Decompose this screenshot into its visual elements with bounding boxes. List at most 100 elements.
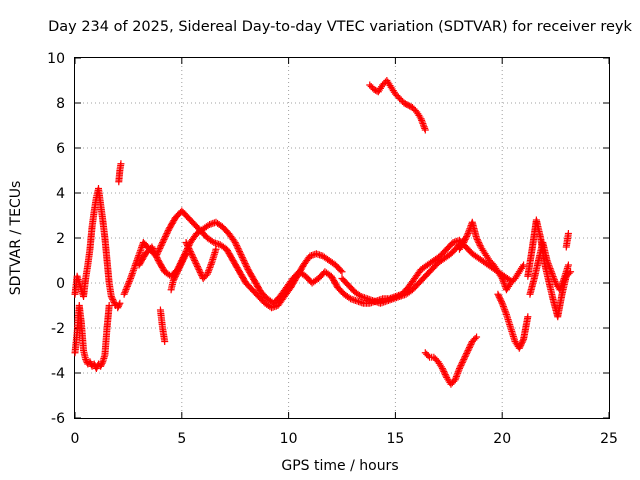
data-point-mid-a [162,231,170,239]
data-point-late-rise [465,228,473,236]
data-point-late-rise [464,230,472,237]
data-point-late-rise [461,236,469,243]
data-point-mid-a [208,237,216,245]
data-point-end-up [544,260,552,268]
plot-frame [74,57,610,419]
data-point-mid-a [124,281,132,289]
data-point-early-upper [115,301,123,309]
data-point-early [86,358,94,366]
data-point-early [105,302,113,309]
data-point-v-loop [183,242,191,249]
data-point-bottom-arc [466,342,474,350]
data-point-bottom-arc [454,369,462,377]
data-point-late-dip [517,341,525,349]
data-point-dip-4 [161,338,169,345]
data-point-v-loop [187,249,195,257]
data-point-late-rise [474,237,482,245]
data-point-early-upper [107,293,115,300]
data-point-bottom-arc [454,368,462,376]
data-point-mid-a [125,278,133,286]
data-point-mid-a [122,286,130,294]
data-point-early [82,356,90,363]
data-point-v-loop [191,258,199,266]
data-point-low-loop [178,259,186,267]
data-point-mid-a [125,279,133,287]
y-tick-label: 10 [47,51,65,67]
data-point-low-loop [176,262,184,270]
data-point-mid-a [121,289,129,297]
data-point-bottom-arc [439,366,447,374]
data-point-mid-a [337,266,345,274]
axis-ticks: 0 5 10 15 20 25 -6 -4 -2 0 2 4 6 8 10 [47,51,618,447]
data-point-v-loop [183,240,191,248]
y-tick-label: 0 [56,276,65,292]
data-point-bottom-arc [455,366,463,374]
data-point-bottom-arc [473,333,481,341]
data-point-end-up [548,269,556,277]
y-tick-label: 8 [56,96,65,112]
data-point-mid-a [338,268,346,276]
data-point-v-loop [193,263,201,270]
data-point-end-up [558,281,566,289]
data-point-late-rise [475,240,483,248]
data-point-early [97,362,105,370]
data-point-late-rise [462,234,470,242]
data-point-bottom-arc [440,368,448,375]
data-point-mid-a [159,239,167,246]
x-axis-label: GPS time / hours [281,458,398,474]
data-point-late-dip [517,340,525,348]
data-point-top-arc [416,113,424,121]
data-point-bottom-arc [452,373,460,381]
data-point-bottom-arc [463,348,471,356]
data-point-low-loop [181,251,189,259]
data-point-low-loop [179,256,187,264]
data-point-late-dip [494,290,502,298]
data-point-end-spikes [564,230,572,237]
data-point-mid-b [236,249,244,257]
data-point-early [93,363,101,371]
data-point-mid-a [156,243,164,251]
data-point-mid-b [150,248,158,255]
data-point-mid-a [164,228,172,236]
data-point-mid-b [233,243,241,251]
data-point-bottom-arc [456,363,464,371]
data-point-bottom-arc [455,365,463,372]
data-point-top-arc [420,123,428,131]
data-point-end-up [558,279,566,287]
data-point-early-upper [114,302,122,310]
data-point-mid-b [148,243,156,251]
data-point-bottom-arc [453,371,461,379]
data-point-low-loop [176,263,184,271]
data-point-mid-b [242,261,250,269]
data-point-mid-b [153,254,161,261]
data-point-end-up [557,283,565,291]
data-point-v-loop [188,252,196,260]
data-point-end-up [559,278,567,286]
data-point-mid-a [121,287,129,295]
data-point-mid-b [345,294,353,302]
chart-title: Day 234 of 2025, Sidereal Day-to-day VTE… [48,19,632,35]
data-point-early-upper [110,299,118,306]
data-point-bottom-arc [465,344,473,351]
data-point-mid-b [235,246,243,254]
data-point-end-up [550,276,558,284]
data-point-late-dip [495,293,503,301]
data-point-v-loop [195,266,203,273]
data-point-bottom-arc [471,335,479,342]
data-point-mid-a [123,282,131,290]
data-point-late-dip [516,343,524,351]
data-point-end-up [545,261,553,269]
y-tick-label: -6 [51,411,65,427]
data-point-low-loop [172,271,180,279]
data-point-v-loop [185,245,193,252]
data-point-mid-b [152,252,160,260]
data-point-v-loop [206,262,214,270]
data-point-bottom-arc [452,374,460,382]
data-point-top-arc [419,121,427,129]
data-point-late-dip [519,337,527,345]
data-point-mid-a [163,230,171,237]
x-tick-label: 25 [600,431,618,447]
data-point-mid-a [158,240,166,248]
data-point-v-loop [204,268,212,276]
data-point-late-dip [499,301,507,309]
